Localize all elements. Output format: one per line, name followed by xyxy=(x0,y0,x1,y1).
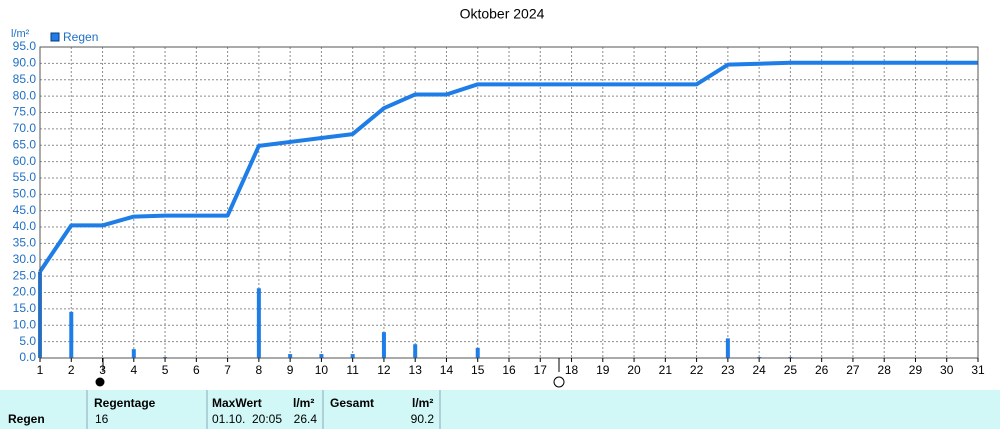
y-tick-label: 90.0 xyxy=(13,56,37,70)
row-label: Regen xyxy=(8,412,45,426)
plot xyxy=(38,46,979,359)
y-tick-label: 0.0 xyxy=(19,350,36,364)
chart-title: Oktober 2024 xyxy=(460,6,545,22)
cell: 90.2 xyxy=(411,412,435,426)
x-tick-label: 5 xyxy=(162,363,169,377)
x-tick-label: 1 xyxy=(37,363,44,377)
y-tick-label: 20.0 xyxy=(13,285,37,299)
y-tick-label: 30.0 xyxy=(13,252,37,266)
x-tick-label: 31 xyxy=(971,363,985,377)
y-axis-label: l/m² xyxy=(11,28,30,40)
cell: 26.4 xyxy=(294,412,318,426)
bar xyxy=(131,349,136,358)
x-tick-label: 23 xyxy=(721,363,735,377)
bar xyxy=(413,344,418,358)
header: MaxWert xyxy=(212,396,262,410)
x-tick-label: 7 xyxy=(224,363,231,377)
y-tick-label: 80.0 xyxy=(13,88,37,102)
x-tick-label: 24 xyxy=(752,363,766,377)
x-tick-label: 27 xyxy=(846,363,860,377)
x-tick-label: 15 xyxy=(471,363,485,377)
header: Regentage xyxy=(94,396,156,410)
table-bg xyxy=(0,390,1000,429)
bar xyxy=(288,354,293,358)
x-tick-label: 26 xyxy=(815,363,829,377)
unit: l/m² xyxy=(412,396,433,410)
line xyxy=(38,60,978,273)
x-tick-label: 2 xyxy=(68,363,75,377)
x-tick-label: 10 xyxy=(315,363,329,377)
cell: 01.10. xyxy=(212,412,245,426)
y-tick-label: 70.0 xyxy=(13,121,37,135)
x-tick-label: 6 xyxy=(193,363,200,377)
header: Gesamt xyxy=(330,396,374,410)
cell: 20:05 xyxy=(252,412,282,426)
marker-dot xyxy=(553,376,565,388)
summary-table: Regen Regentage 16 MaxWert l/m² 01.10. 2… xyxy=(0,390,1000,429)
x-tick-label: 9 xyxy=(287,363,294,377)
bar xyxy=(350,354,355,358)
x-tick-label: 29 xyxy=(909,363,923,377)
x-tick-label: 25 xyxy=(784,363,798,377)
y-tick-label: 5.0 xyxy=(19,334,36,348)
x-tick-label: 8 xyxy=(256,363,263,377)
x-tick-label: 12 xyxy=(377,363,391,377)
x-tick-label: 18 xyxy=(565,363,579,377)
y-tick-label: 45.0 xyxy=(13,203,37,217)
marker-dot xyxy=(95,377,105,387)
x-tick-label: 17 xyxy=(534,363,548,377)
y-tick-label: 50.0 xyxy=(13,186,37,200)
bar xyxy=(319,354,324,358)
bar xyxy=(381,332,386,358)
y-tick-label: 95.0 xyxy=(13,39,37,53)
x-tick-label: 13 xyxy=(409,363,423,377)
x-tick-label: 21 xyxy=(659,363,673,377)
x-tick-label: 30 xyxy=(940,363,954,377)
cell: 16 xyxy=(95,412,109,426)
x-tick-label: 20 xyxy=(627,363,641,377)
bar xyxy=(256,288,261,358)
legend-label: Regen xyxy=(63,30,98,44)
x-tick-label: 11 xyxy=(346,363,359,377)
x-tick-label: 22 xyxy=(690,363,704,377)
y-tick-label: 85.0 xyxy=(13,72,37,86)
x-tick-label: 3 xyxy=(99,363,106,377)
y-tick-label: 25.0 xyxy=(13,268,37,282)
x-tick-label: 14 xyxy=(440,363,454,377)
y-tick-label: 60.0 xyxy=(13,154,37,168)
x-tick-label: 19 xyxy=(596,363,610,377)
y-tick-label: 75.0 xyxy=(13,105,37,119)
y-tick-label: 65.0 xyxy=(13,137,37,151)
bar xyxy=(725,338,730,358)
x-tick-label: 16 xyxy=(502,363,516,377)
y-tick-label: 35.0 xyxy=(13,236,37,250)
bar xyxy=(475,347,480,358)
x-tick-label: 28 xyxy=(878,363,892,377)
y-tick-label: 55.0 xyxy=(13,170,37,184)
legend-swatch xyxy=(50,32,60,42)
y-tick-label: 40.0 xyxy=(13,219,37,233)
y-tick-label: 15.0 xyxy=(13,301,37,315)
unit: l/m² xyxy=(293,396,314,410)
y-tick-label: 10.0 xyxy=(13,317,37,331)
x-tick-label: 4 xyxy=(130,363,137,377)
bar xyxy=(69,311,74,358)
